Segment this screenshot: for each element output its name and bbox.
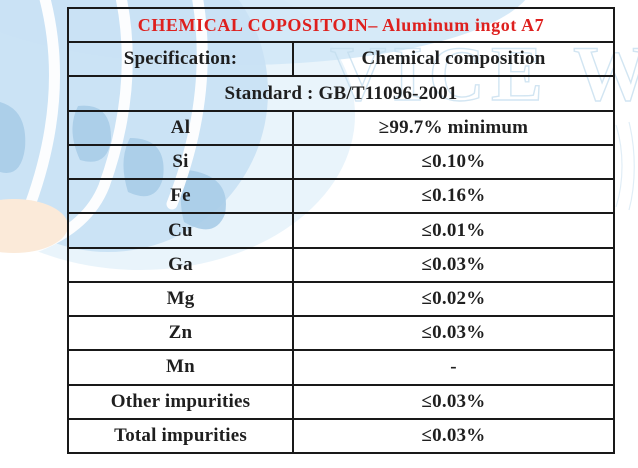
element-cell: Mn	[69, 351, 294, 384]
composition-row: Al ≥99.7% minimum	[69, 109, 613, 144]
element-cell: Cu	[69, 214, 294, 247]
table-title-row: CHEMICAL COPOSITOIN– Aluminum ingot A7	[69, 9, 613, 41]
standard-row: Standard : GB/T11096-2001	[69, 75, 613, 109]
limit-cell: ≤0.03%	[421, 424, 486, 446]
element-cell: Total impurities	[69, 419, 294, 453]
element-cell: Fe	[69, 180, 294, 213]
element-cell: Si	[69, 145, 294, 179]
watermark-ghost-strokes	[615, 121, 635, 211]
watermark-swoosh	[24, 0, 60, 211]
spec-value-cell: Chemical composition	[361, 48, 546, 70]
chemical-composition-table: CHEMICAL COPOSITOIN– Aluminum ingot A7 S…	[67, 7, 615, 454]
watermark-petal	[72, 105, 112, 162]
composition-row: Other impurities ≤0.03%	[69, 383, 613, 418]
watermark-peach-blob	[0, 199, 68, 253]
composition-row: Mg ≤0.02%	[69, 280, 613, 316]
watermark-swoosh	[32, 0, 133, 252]
watermark-petal	[123, 138, 164, 197]
watermark-petal	[180, 170, 226, 230]
spec-row: Specification: Chemical composition	[69, 41, 613, 76]
watermark-swoosh	[166, 0, 208, 210]
element-cell: Mg	[69, 282, 294, 316]
element-cell: Al	[69, 111, 294, 144]
composition-row: Fe ≤0.16%	[69, 178, 613, 213]
composition-row: Total impurities ≤0.03%	[69, 417, 613, 453]
composition-row: Zn ≤0.03%	[69, 315, 613, 350]
composition-row: Ga ≤0.03%	[69, 246, 613, 281]
limit-cell: ≤0.03%	[421, 390, 486, 412]
composition-row: Cu ≤0.01%	[69, 212, 613, 247]
element-cell: Other impurities	[69, 385, 294, 418]
limit-cell: ≤0.10%	[421, 151, 486, 173]
limit-cell: -	[450, 356, 457, 378]
limit-cell: ≤0.03%	[421, 322, 486, 344]
element-cell: Ga	[69, 248, 294, 281]
element-cell: Zn	[69, 317, 294, 350]
limit-cell: ≤0.02%	[421, 287, 486, 309]
watermark-petal	[0, 102, 26, 173]
composition-row: Si ≤0.10%	[69, 143, 613, 179]
limit-cell: ≤0.03%	[421, 253, 486, 275]
watermark-ghost-text: VICE WO	[330, 30, 638, 117]
spec-label-cell: Specification:	[69, 43, 294, 76]
composition-row: Mn -	[69, 349, 613, 384]
limit-cell: ≥99.7% minimum	[378, 116, 529, 138]
standard-cell: Standard : GB/T11096-2001	[224, 82, 458, 104]
watermark-petals	[0, 102, 226, 230]
limit-cell: ≤0.16%	[421, 185, 486, 207]
table-title: CHEMICAL COPOSITOIN– Aluminum ingot A7	[137, 14, 545, 35]
watermark-swooshes	[24, 0, 208, 252]
limit-cell: ≤0.01%	[421, 219, 486, 241]
